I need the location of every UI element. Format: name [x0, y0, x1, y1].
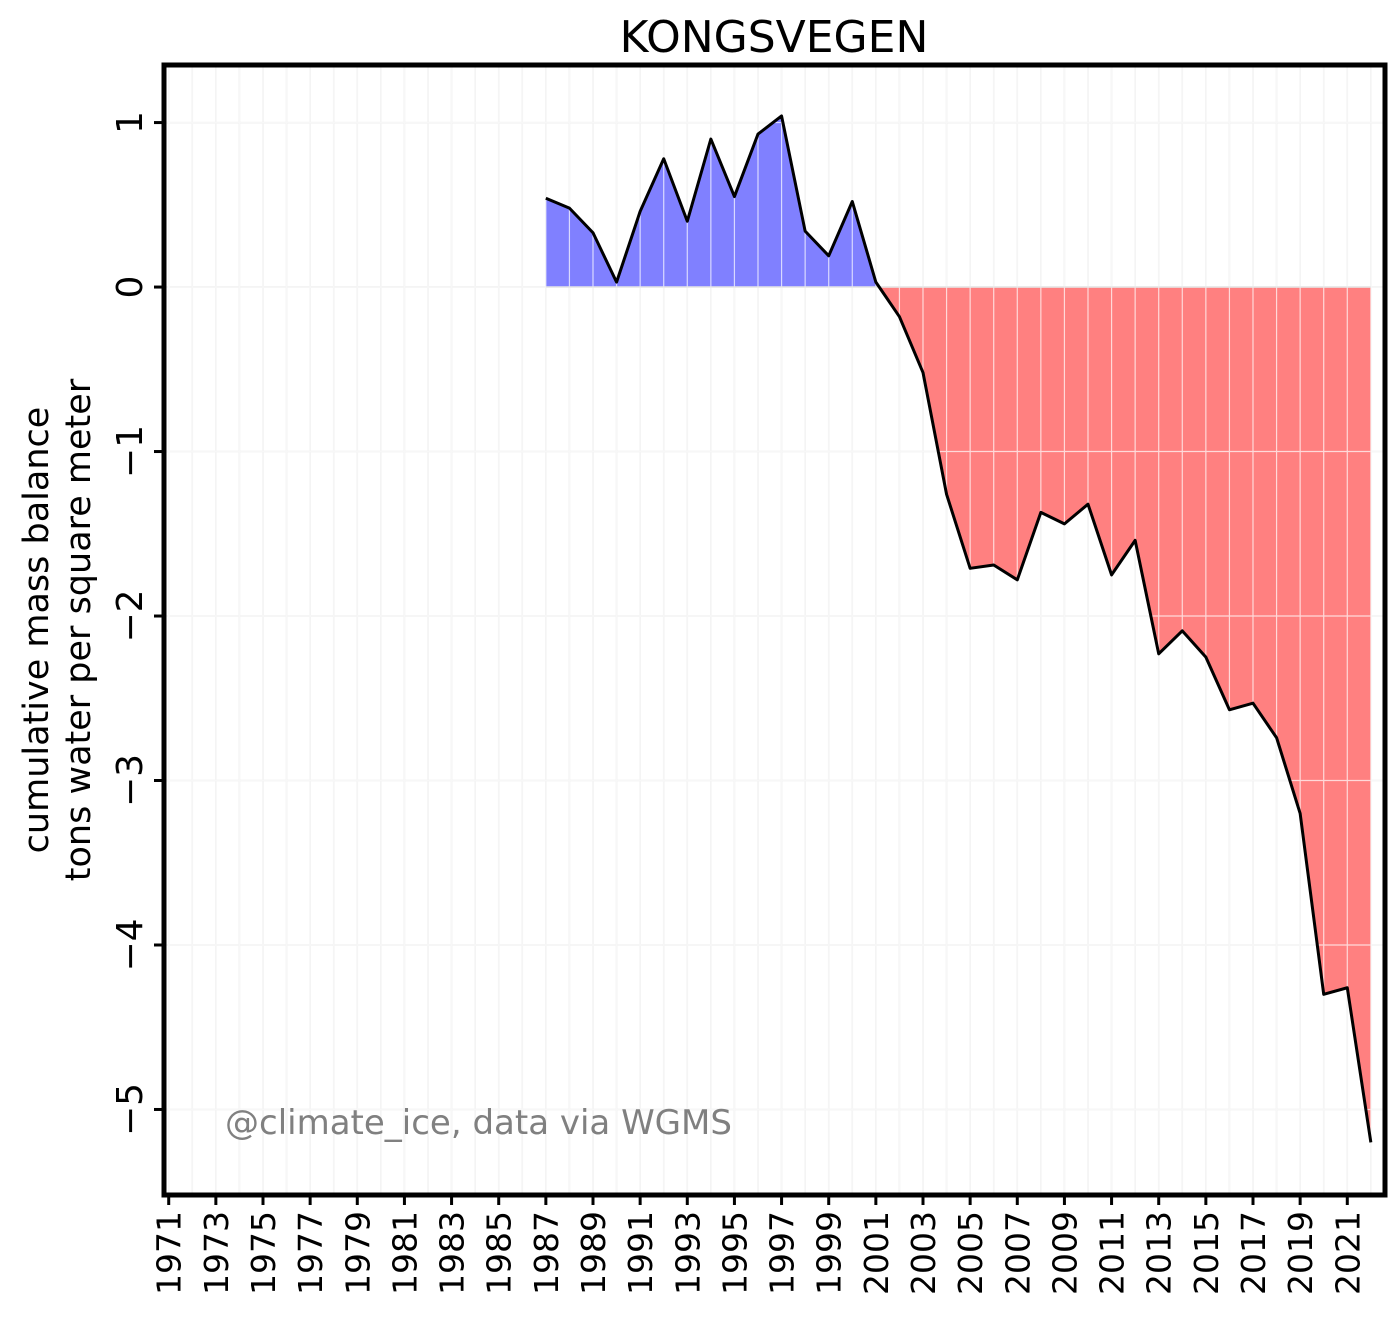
- y-tick-label: −2: [110, 589, 151, 642]
- x-tick-label: 2007: [998, 1211, 1037, 1295]
- y-axis-label-line2: tons water per square meter: [59, 378, 99, 881]
- x-tick-label: 2021: [1328, 1211, 1367, 1295]
- x-tick-label: 1993: [668, 1211, 707, 1295]
- y-tick-label: −4: [110, 918, 151, 971]
- x-tick-label: 1983: [433, 1211, 472, 1295]
- x-tick-label: 1973: [197, 1211, 236, 1295]
- y-axis-ticks: 1 0 −1 −2 −3 −4 −5: [110, 111, 164, 1136]
- credit-annotation: @climate_ice, data via WGMS: [225, 1103, 732, 1143]
- y-tick-label: −5: [110, 1083, 151, 1136]
- x-tick-label: 2003: [904, 1211, 943, 1295]
- x-tick-label: 1985: [480, 1211, 519, 1295]
- x-tick-label: 2011: [1093, 1211, 1132, 1295]
- x-tick-label: 1995: [715, 1211, 754, 1295]
- x-tick-label: 1981: [385, 1211, 424, 1295]
- x-tick-label: 1971: [150, 1211, 189, 1295]
- negative-area: [545, 287, 1371, 1143]
- area-fills: [164, 65, 1385, 1195]
- grid-overlay: [164, 65, 1385, 1195]
- x-tick-label: 1979: [338, 1211, 377, 1295]
- plot-frame: [161, 62, 1388, 1198]
- x-tick-label: 1999: [810, 1211, 849, 1295]
- balance-line: [545, 114, 1373, 1143]
- y-axis-label-line1: cumulative mass balance: [17, 407, 57, 854]
- x-tick-label: 2019: [1281, 1211, 1320, 1295]
- y-tick-label: 0: [110, 276, 151, 299]
- x-tick-label: 2017: [1234, 1211, 1273, 1295]
- x-tick-label: 1989: [574, 1211, 613, 1295]
- y-tick-label: 1: [110, 111, 151, 134]
- x-tick-label: 1977: [291, 1211, 330, 1295]
- x-tick-label: 2001: [857, 1211, 896, 1295]
- y-tick-label: −3: [110, 754, 151, 807]
- x-tick-label: 2015: [1187, 1211, 1226, 1295]
- data-line: [545, 114, 1373, 1143]
- y-tick-label: −1: [110, 425, 151, 478]
- x-tick-label: 1991: [621, 1211, 660, 1295]
- positive-area: [545, 115, 1371, 288]
- x-axis-ticks: 1971 1973 1975 1977 1979 1981 1983 1985 1987 1989…: [150, 1195, 1367, 1295]
- x-tick-label: 2009: [1045, 1211, 1084, 1295]
- x-tick-label: 1987: [527, 1211, 566, 1295]
- x-tick-label: 2005: [951, 1211, 990, 1295]
- x-tick-label: 1975: [244, 1211, 283, 1295]
- x-tick-label: 2013: [1140, 1211, 1179, 1295]
- x-tick-label: 1997: [763, 1211, 802, 1295]
- chart-title: KONGSVEGEN: [620, 12, 929, 63]
